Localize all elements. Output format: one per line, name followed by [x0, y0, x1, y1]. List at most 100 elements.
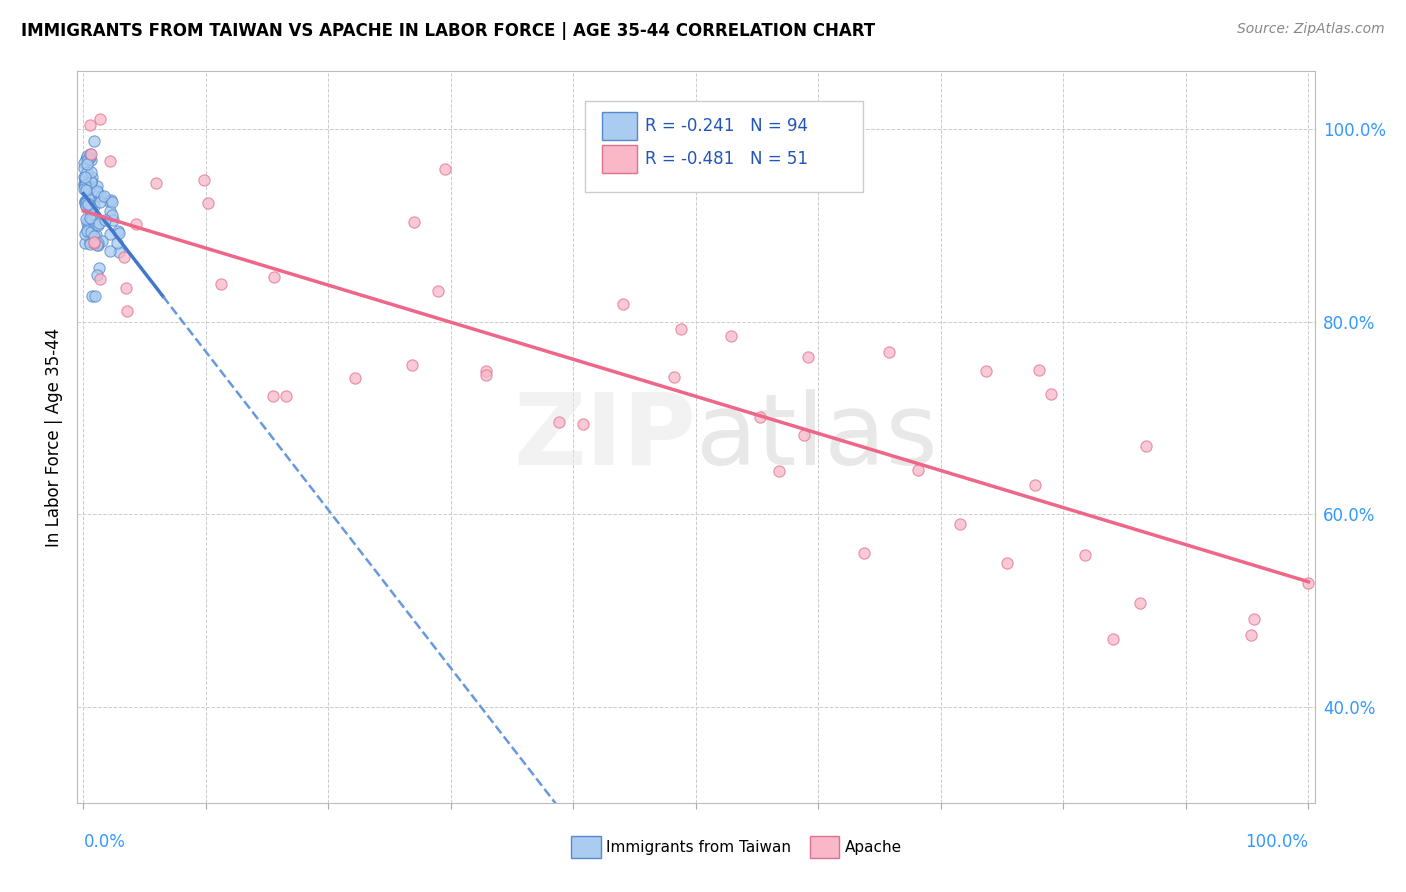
Point [77, 196, 100, 211]
Point [103, 212, 125, 227]
Point [87, 215, 110, 229]
Point [73, 195, 96, 210]
Point [98, 244, 121, 258]
Point [86, 237, 108, 252]
Point [86, 185, 108, 199]
Point [75, 180, 97, 194]
Point [86, 268, 108, 282]
Text: R = -0.241   N = 94: R = -0.241 N = 94 [645, 117, 808, 136]
Point [125, 217, 148, 231]
Point [73, 227, 96, 241]
Point [262, 389, 284, 403]
Point [404, 215, 426, 229]
Point [572, 417, 595, 431]
Point [77, 151, 100, 165]
Point [793, 427, 815, 442]
Point [433, 162, 456, 177]
Point [197, 195, 219, 210]
Text: 100.0%: 100.0% [1246, 833, 1309, 851]
Point [89, 194, 111, 209]
Point [475, 368, 498, 382]
Point [80, 164, 103, 178]
Point [89, 112, 111, 127]
Point [1296, 576, 1319, 591]
Point [101, 208, 124, 222]
Point [83, 235, 105, 249]
Point [86, 178, 108, 193]
Point [73, 156, 96, 170]
Point [75, 195, 97, 210]
Point [76, 165, 98, 179]
Point [75, 177, 97, 191]
Point [75, 212, 97, 227]
Point [263, 269, 285, 284]
Point [77, 191, 100, 205]
Point [87, 218, 110, 232]
Point [907, 463, 929, 477]
Point [73, 177, 96, 191]
Point [82, 211, 104, 226]
FancyBboxPatch shape [602, 145, 637, 173]
Point [83, 199, 105, 213]
Point [100, 227, 122, 241]
Point [89, 272, 111, 286]
Point [75, 195, 97, 210]
Point [77, 225, 100, 239]
Point [949, 517, 972, 532]
Point [76, 179, 98, 194]
Text: R = -0.481   N = 51: R = -0.481 N = 51 [645, 150, 808, 168]
Point [76, 152, 98, 166]
Point [768, 464, 790, 478]
Point [112, 251, 135, 265]
Point [548, 415, 571, 429]
Text: atlas: atlas [696, 389, 938, 485]
Point [79, 172, 101, 186]
Point [83, 289, 105, 303]
Point [79, 235, 101, 249]
FancyBboxPatch shape [585, 101, 863, 192]
Text: ZIP: ZIP [513, 389, 696, 485]
Point [1243, 612, 1265, 626]
Point [80, 229, 103, 244]
Point [72, 178, 94, 193]
Point [93, 213, 115, 227]
Point [77, 199, 100, 213]
Point [77, 202, 100, 216]
Point [79, 211, 101, 225]
Point [98, 203, 121, 218]
Point [1240, 628, 1263, 642]
Point [1028, 363, 1050, 377]
Point [995, 556, 1018, 570]
Point [83, 134, 105, 148]
FancyBboxPatch shape [571, 837, 600, 858]
Point [80, 175, 103, 189]
Point [75, 178, 97, 192]
Point [1129, 596, 1152, 610]
Point [77, 196, 100, 211]
Point [73, 172, 96, 186]
Point [87, 260, 110, 275]
Point [75, 153, 97, 167]
Point [114, 281, 136, 295]
Point [797, 350, 820, 364]
Point [662, 370, 685, 384]
Text: Immigrants from Taiwan: Immigrants from Taiwan [606, 840, 790, 855]
Point [91, 234, 114, 248]
Text: Source: ZipAtlas.com: Source: ZipAtlas.com [1237, 22, 1385, 37]
Point [80, 153, 103, 167]
Point [720, 329, 742, 343]
Point [76, 223, 98, 237]
Text: IMMIGRANTS FROM TAIWAN VS APACHE IN LABOR FORCE | AGE 35-44 CORRELATION CHART: IMMIGRANTS FROM TAIWAN VS APACHE IN LABO… [21, 22, 875, 40]
Point [209, 277, 232, 291]
Point [80, 173, 103, 187]
Point [93, 188, 115, 202]
Point [77, 225, 100, 239]
Point [83, 235, 105, 250]
Point [79, 150, 101, 164]
Point [343, 370, 366, 384]
Point [98, 194, 121, 208]
Point [77, 181, 100, 195]
Point [193, 173, 215, 187]
Point [73, 194, 96, 209]
Point [145, 176, 167, 190]
